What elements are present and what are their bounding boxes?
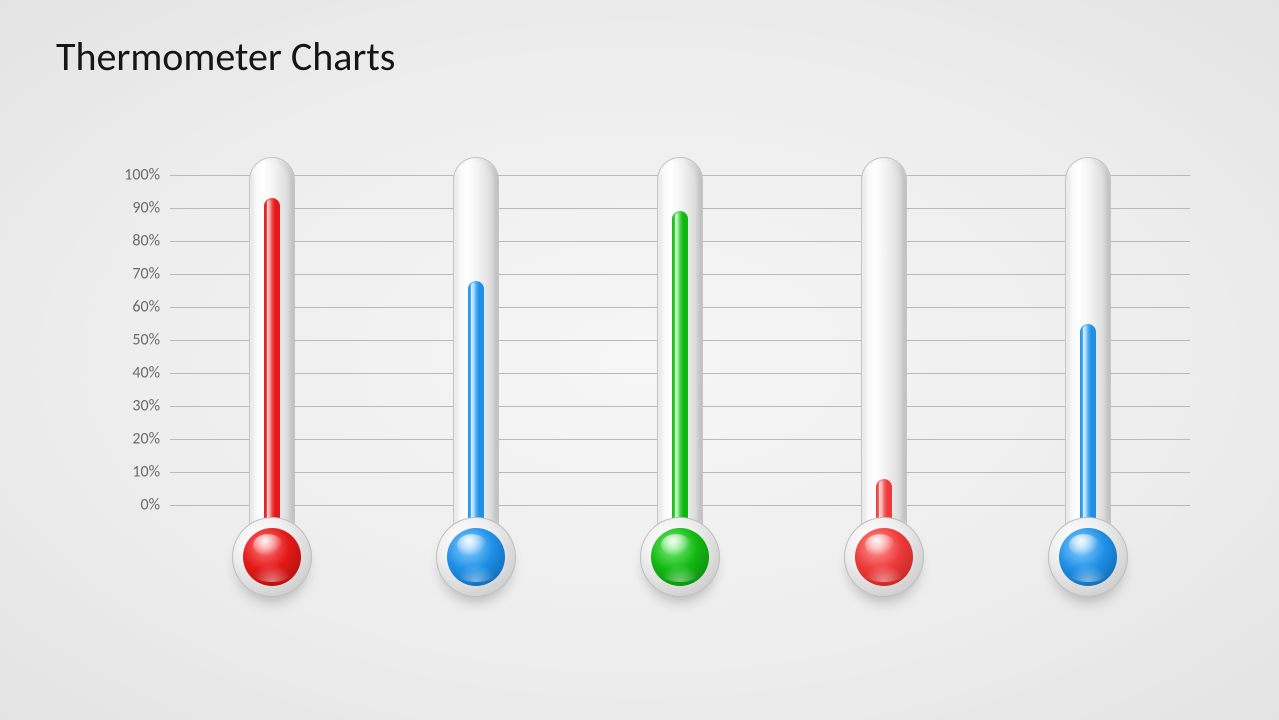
y-tick-label: 10% — [100, 463, 160, 482]
y-axis-labels: 100%90%80%70%60%50%40%30%20%10%0% — [100, 175, 160, 505]
thermometer-bulb — [844, 517, 924, 597]
y-tick-label: 90% — [100, 199, 160, 218]
y-tick-label: 70% — [100, 265, 160, 284]
thermometer — [640, 157, 720, 597]
thermometer-fill — [672, 211, 688, 527]
thermometer-bulb-fill — [447, 528, 505, 586]
thermometer-fill — [264, 198, 280, 527]
page-title: Thermometer Charts — [56, 32, 395, 81]
thermometer — [232, 157, 312, 597]
y-tick-label: 20% — [100, 430, 160, 449]
thermometer — [436, 157, 516, 597]
thermometer-row — [170, 157, 1190, 617]
y-tick-label: 30% — [100, 397, 160, 416]
thermometer-bulb — [1048, 517, 1128, 597]
thermometer-bulb-fill — [855, 528, 913, 586]
thermometer-bulb — [232, 517, 312, 597]
thermometer-tube — [861, 157, 907, 525]
y-tick-label: 100% — [100, 166, 160, 185]
thermometer — [844, 157, 924, 597]
thermometer — [1048, 157, 1128, 597]
thermometer-bulb — [436, 517, 516, 597]
y-tick-label: 40% — [100, 364, 160, 383]
y-tick-label: 0% — [100, 496, 160, 515]
thermometer-fill — [468, 281, 484, 527]
y-tick-label: 60% — [100, 298, 160, 317]
thermometer-bulb-fill — [1059, 528, 1117, 586]
y-tick-label: 50% — [100, 331, 160, 350]
thermometer-fill — [1080, 324, 1096, 528]
y-tick-label: 80% — [100, 232, 160, 251]
thermometer-bulb-fill — [651, 528, 709, 586]
thermometer-chart: 100%90%80%70%60%50%40%30%20%10%0% — [100, 175, 1190, 635]
thermometer-bulb — [640, 517, 720, 597]
thermometer-bulb-fill — [243, 528, 301, 586]
